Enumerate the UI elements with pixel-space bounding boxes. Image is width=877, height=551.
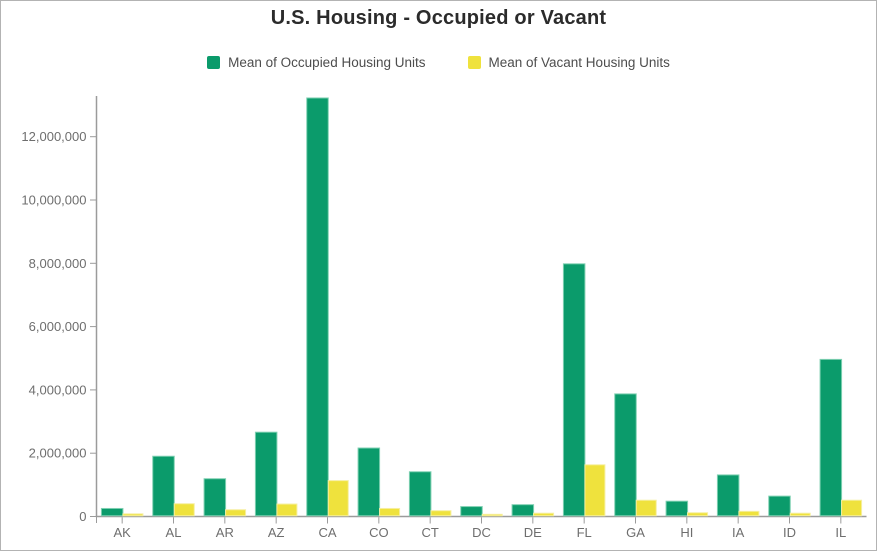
- bar-vacant-AR[interactable]: [225, 509, 247, 517]
- legend-item-occupied: Mean of Occupied Housing Units: [207, 55, 426, 70]
- y-tick-label: 0: [79, 509, 86, 524]
- bar-occupied-FL[interactable]: [562, 263, 586, 517]
- bar-occupied-IL[interactable]: [819, 358, 843, 517]
- legend-item-vacant: Mean of Vacant Housing Units: [467, 55, 670, 70]
- bar-vacant-GA[interactable]: [635, 499, 657, 517]
- bar-vacant-FL[interactable]: [584, 464, 606, 517]
- bar-occupied-AK[interactable]: [100, 507, 124, 517]
- occupied-swatch-icon: [207, 56, 221, 69]
- bar-occupied-ID[interactable]: [768, 495, 791, 517]
- x-tick-label: AR: [216, 525, 234, 540]
- bar-vacant-IL[interactable]: [841, 499, 863, 517]
- bar-occupied-IA[interactable]: [716, 474, 740, 517]
- y-tick-label: 6,000,000: [29, 319, 87, 334]
- x-tick-label: DE: [524, 525, 542, 540]
- x-tick-label: CA: [318, 525, 336, 540]
- x-tick-label: AZ: [268, 525, 285, 540]
- x-tick-label: IA: [732, 525, 745, 540]
- bar-occupied-CA[interactable]: [306, 97, 329, 517]
- x-tick-label: ID: [783, 525, 796, 540]
- bar-vacant-CO[interactable]: [379, 507, 401, 517]
- chart-title: U.S. Housing - Occupied or Vacant: [270, 7, 607, 29]
- bar-vacant-CT[interactable]: [430, 510, 452, 517]
- bar-occupied-AZ[interactable]: [254, 431, 278, 517]
- x-tick-label: AK: [113, 525, 131, 540]
- bar-occupied-CO[interactable]: [357, 447, 381, 517]
- bar-vacant-AL[interactable]: [173, 503, 195, 517]
- y-tick-label: 4,000,000: [29, 382, 87, 397]
- bar-vacant-IA[interactable]: [738, 510, 760, 517]
- x-tick-label: AL: [166, 525, 182, 540]
- bar-occupied-AR[interactable]: [203, 478, 227, 517]
- bar-occupied-AL[interactable]: [152, 455, 175, 517]
- bar-vacant-AK[interactable]: [122, 513, 144, 517]
- legend-label-occupied: Mean of Occupied Housing Units: [228, 55, 426, 70]
- y-tick-label: 10,000,000: [21, 193, 86, 208]
- x-tick-label: CT: [421, 525, 438, 540]
- legend-label-vacant: Mean of Vacant Housing Units: [488, 55, 670, 70]
- bar-occupied-GA[interactable]: [614, 393, 637, 517]
- y-tick-label: 12,000,000: [21, 129, 86, 144]
- bar-occupied-DE[interactable]: [511, 504, 535, 517]
- bar-occupied-DC[interactable]: [460, 506, 483, 517]
- x-tick-label: FL: [577, 525, 592, 540]
- y-tick-label: 8,000,000: [29, 256, 87, 271]
- bar-occupied-CT[interactable]: [408, 471, 432, 517]
- bar-vacant-HI[interactable]: [687, 512, 709, 517]
- chart-legend: Mean of Occupied Housing Units Mean of V…: [1, 55, 876, 70]
- x-tick-label: DC: [472, 525, 491, 540]
- bar-occupied-HI[interactable]: [665, 500, 689, 517]
- bar-vacant-CA[interactable]: [327, 480, 349, 517]
- x-tick-label: CO: [369, 525, 389, 540]
- x-tick-label: GA: [626, 525, 645, 540]
- bar-vacant-DC[interactable]: [481, 513, 503, 517]
- bar-vacant-DE[interactable]: [533, 512, 555, 517]
- x-tick-label: IL: [835, 525, 846, 540]
- vacant-swatch-icon: [467, 56, 481, 69]
- bar-vacant-AZ[interactable]: [276, 503, 298, 517]
- y-tick-label: 2,000,000: [29, 446, 87, 461]
- x-tick-label: HI: [680, 525, 693, 540]
- bar-vacant-ID[interactable]: [789, 512, 811, 517]
